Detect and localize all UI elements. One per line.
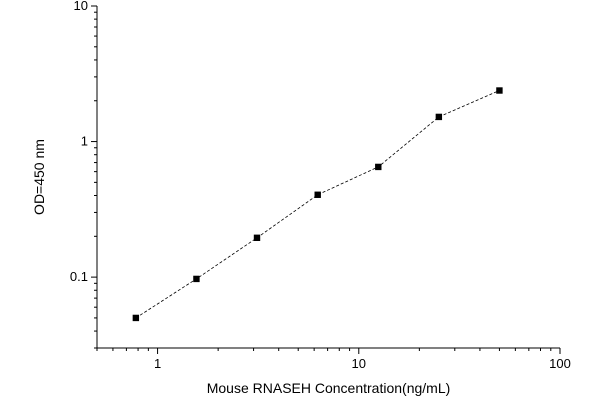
x-tick-label: 10 [352, 356, 366, 371]
minor-ticks [94, 11, 552, 351]
x-axis-title: Mouse RNASEH Concentration(ng/mL) [207, 380, 451, 396]
axes [96, 6, 560, 349]
data-point [132, 314, 140, 322]
data-point [435, 113, 443, 121]
y-tick-label: 0.1 [70, 269, 88, 284]
data-point [193, 275, 200, 283]
y-tick-label: 10 [74, 0, 88, 13]
series-layer [132, 87, 503, 322]
data-point [314, 191, 321, 198]
x-tick-label: 1 [154, 356, 161, 371]
data-point [496, 87, 503, 94]
major-ticks: 1 10 100 0.1 1 10 [70, 0, 571, 371]
x-tick-label: 100 [549, 356, 571, 371]
data-point [253, 234, 261, 242]
y-axis-title: OD=450 nm [31, 139, 47, 215]
series-line [135, 90, 500, 319]
data-point [375, 163, 382, 171]
y-tick-label: 1 [81, 134, 88, 149]
